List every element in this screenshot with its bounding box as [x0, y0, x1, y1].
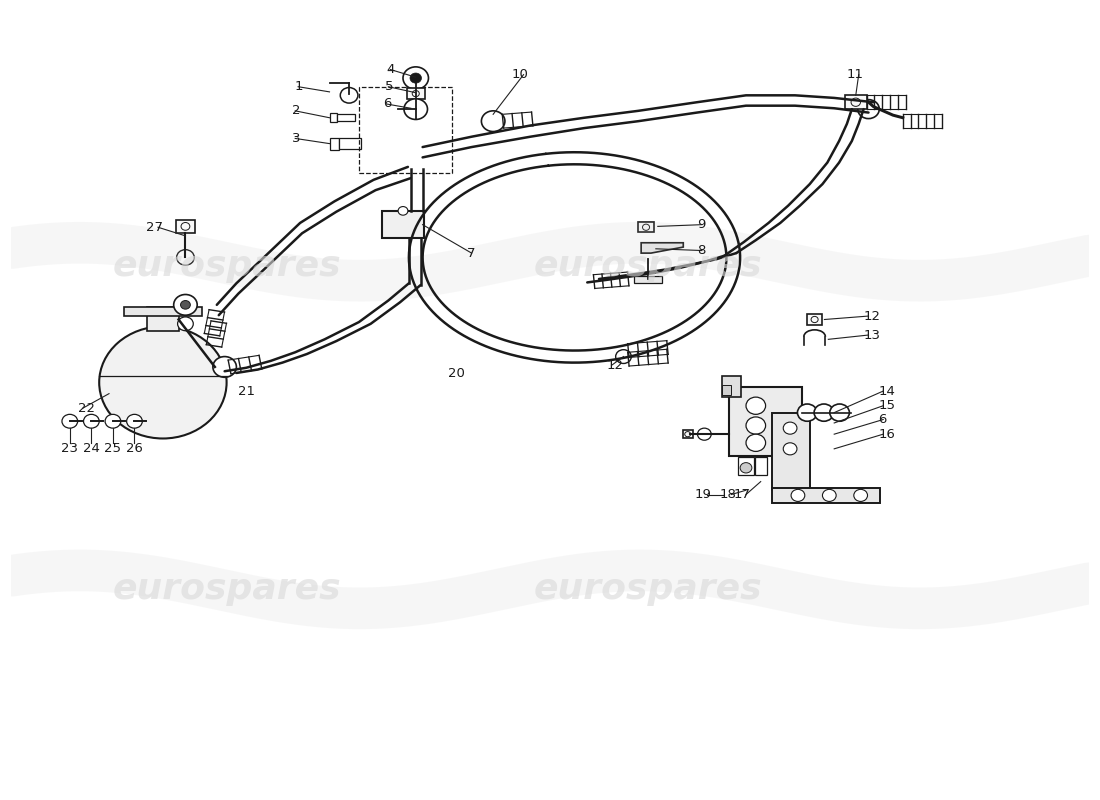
- Circle shape: [746, 397, 766, 414]
- Circle shape: [126, 414, 142, 428]
- Text: 15: 15: [878, 399, 895, 412]
- Circle shape: [180, 301, 190, 309]
- Text: 17: 17: [734, 488, 751, 501]
- Circle shape: [482, 111, 505, 131]
- Circle shape: [746, 434, 766, 451]
- Text: 12: 12: [864, 310, 881, 322]
- Text: 7: 7: [466, 246, 475, 260]
- Text: 3: 3: [292, 132, 300, 145]
- Bar: [339, 138, 361, 149]
- Circle shape: [858, 100, 879, 118]
- Text: eurospares: eurospares: [112, 249, 341, 283]
- Bar: [722, 385, 732, 395]
- Circle shape: [740, 462, 752, 473]
- Text: 23: 23: [62, 442, 78, 455]
- Text: 11: 11: [847, 68, 864, 81]
- Bar: [738, 458, 754, 474]
- Bar: [806, 314, 823, 325]
- Circle shape: [404, 98, 428, 119]
- Text: 18: 18: [719, 488, 736, 501]
- Text: 24: 24: [82, 442, 100, 455]
- Bar: [330, 114, 338, 122]
- Bar: [359, 86, 452, 173]
- Circle shape: [403, 67, 429, 90]
- Bar: [638, 222, 653, 233]
- Circle shape: [398, 206, 408, 215]
- Circle shape: [854, 490, 868, 502]
- Text: eurospares: eurospares: [534, 572, 762, 606]
- Text: 21: 21: [238, 385, 255, 398]
- Circle shape: [62, 414, 78, 428]
- Bar: [683, 430, 693, 438]
- Circle shape: [823, 490, 836, 502]
- Polygon shape: [641, 242, 683, 253]
- Bar: [407, 89, 425, 98]
- Bar: [123, 307, 202, 316]
- Bar: [772, 413, 810, 490]
- Text: 2: 2: [292, 104, 300, 118]
- Circle shape: [213, 357, 236, 378]
- Text: 6: 6: [383, 98, 392, 110]
- Circle shape: [783, 442, 798, 455]
- Circle shape: [106, 414, 121, 428]
- Circle shape: [814, 404, 834, 422]
- Circle shape: [177, 250, 195, 265]
- Text: 20: 20: [449, 367, 465, 380]
- Bar: [330, 138, 339, 150]
- Text: 16: 16: [878, 428, 895, 441]
- Circle shape: [177, 317, 194, 330]
- Text: 13: 13: [864, 329, 881, 342]
- Text: 19: 19: [695, 488, 712, 501]
- Text: 10: 10: [512, 68, 528, 81]
- Text: 1: 1: [295, 80, 302, 94]
- Text: 27: 27: [146, 221, 163, 234]
- Text: 4: 4: [387, 63, 395, 76]
- Text: 22: 22: [78, 402, 95, 415]
- Text: eurospares: eurospares: [534, 249, 762, 283]
- Circle shape: [791, 490, 805, 502]
- Bar: [772, 488, 880, 503]
- Circle shape: [410, 73, 421, 83]
- Bar: [722, 375, 741, 397]
- Circle shape: [783, 422, 798, 434]
- Circle shape: [84, 414, 99, 428]
- Text: 5: 5: [385, 80, 393, 94]
- Text: 6: 6: [878, 413, 887, 426]
- Bar: [383, 211, 424, 238]
- Bar: [845, 95, 867, 109]
- Text: eurospares: eurospares: [112, 572, 341, 606]
- Circle shape: [174, 294, 197, 315]
- Bar: [147, 306, 178, 330]
- Text: 12: 12: [607, 358, 624, 372]
- Text: 26: 26: [126, 442, 143, 455]
- Circle shape: [798, 404, 817, 422]
- Circle shape: [99, 326, 227, 438]
- Bar: [338, 114, 355, 121]
- Bar: [729, 386, 802, 456]
- Bar: [635, 276, 662, 283]
- Text: 9: 9: [697, 218, 705, 231]
- Circle shape: [829, 404, 849, 422]
- Text: 8: 8: [697, 244, 705, 257]
- Text: 14: 14: [878, 385, 895, 398]
- Bar: [755, 458, 767, 474]
- Circle shape: [746, 417, 766, 434]
- Text: 25: 25: [104, 442, 121, 455]
- Bar: [176, 220, 195, 233]
